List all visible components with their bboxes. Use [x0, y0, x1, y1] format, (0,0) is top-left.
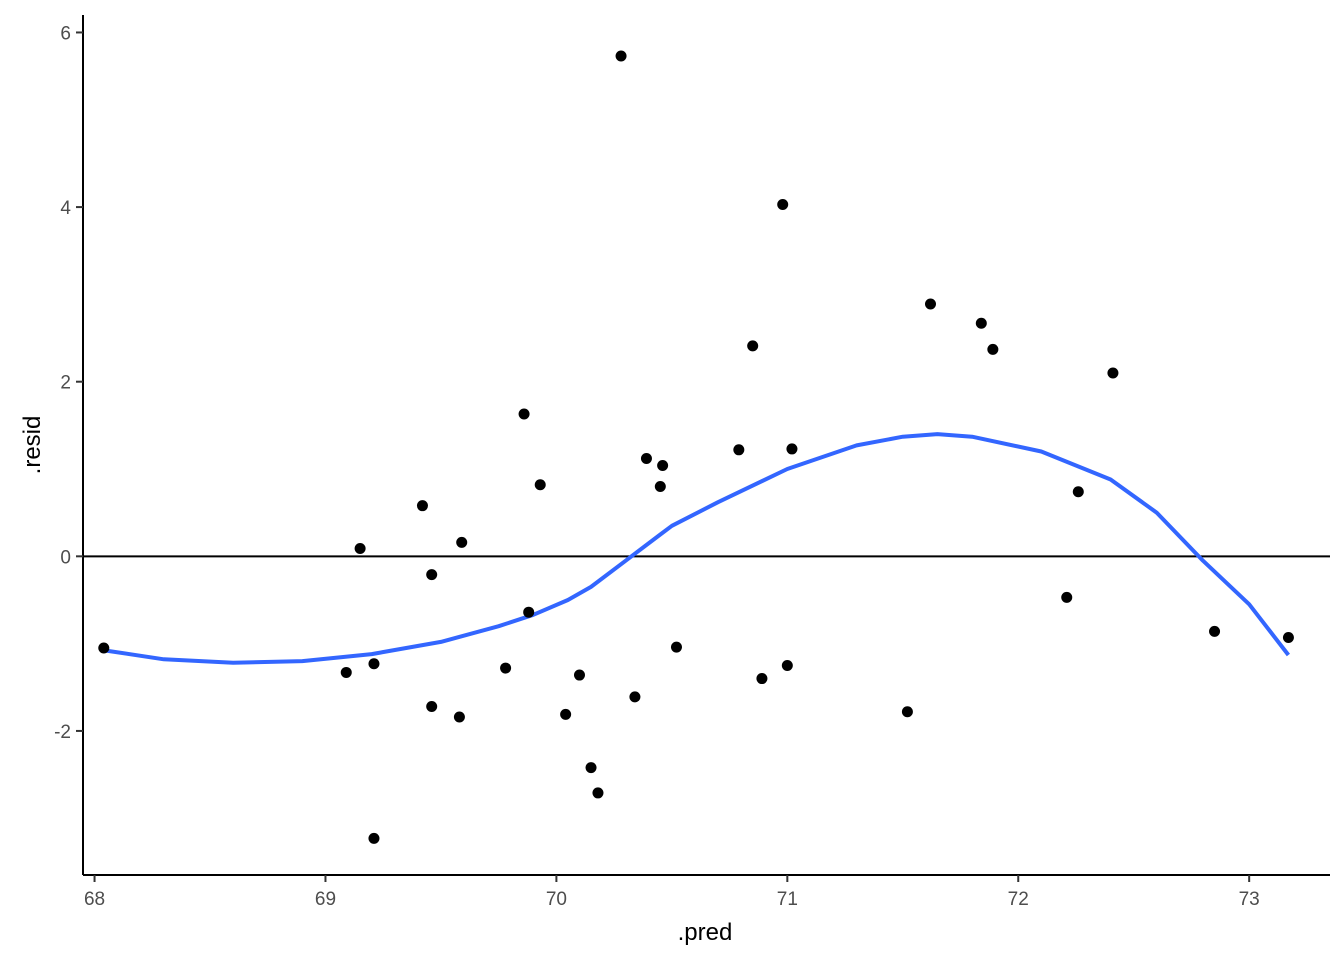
y-tick-label: 2	[60, 373, 71, 394]
axes-layer	[82, 15, 1330, 876]
data-point	[98, 642, 110, 654]
y-tick-label: 6	[60, 23, 71, 44]
data-point	[1209, 625, 1221, 637]
data-point	[416, 500, 428, 512]
data-point	[786, 443, 798, 455]
data-point	[368, 658, 380, 670]
data-point	[756, 673, 768, 685]
x-tick-label: 70	[546, 889, 567, 910]
x-tick-label: 68	[84, 889, 105, 910]
data-point	[733, 444, 745, 456]
data-point	[654, 480, 666, 492]
smooth-curve-layer	[105, 432, 1290, 665]
ticks-layer: 68 69 70 71 72 73 -2 0 2 4 6	[54, 23, 1260, 910]
x-tick-label: 72	[1008, 889, 1029, 910]
data-point	[368, 832, 380, 844]
data-point	[781, 659, 793, 671]
data-point	[534, 479, 546, 491]
data-point	[657, 460, 669, 472]
data-point	[456, 536, 468, 548]
x-tick-label: 71	[777, 889, 798, 910]
data-point	[924, 298, 936, 310]
data-point	[1061, 591, 1073, 603]
smooth-trend-line	[105, 432, 1290, 665]
data-point	[560, 708, 572, 720]
data-point	[640, 453, 652, 465]
data-point	[500, 662, 512, 674]
data-point	[340, 666, 352, 678]
data-point	[1282, 632, 1294, 644]
x-tick-label: 73	[1239, 889, 1260, 910]
y-tick-label: 4	[60, 198, 71, 219]
data-point	[629, 691, 641, 703]
data-point	[777, 198, 789, 210]
data-point	[426, 700, 438, 712]
data-point	[975, 317, 987, 329]
y-axis-title: .resid	[19, 416, 46, 475]
data-points-layer	[98, 50, 1294, 844]
data-point	[592, 787, 604, 799]
y-tick-label: 0	[60, 547, 71, 568]
x-axis-title: .pred	[678, 919, 733, 946]
x-tick-label: 69	[315, 889, 336, 910]
data-point	[1107, 367, 1119, 379]
data-point	[426, 569, 438, 581]
data-point	[1072, 486, 1084, 498]
data-point	[901, 706, 913, 718]
data-point	[747, 340, 759, 352]
data-point	[453, 711, 465, 723]
data-point	[523, 606, 535, 618]
data-point	[615, 50, 627, 62]
data-point	[585, 762, 597, 774]
data-point	[987, 343, 999, 355]
data-point	[518, 408, 530, 420]
data-point	[573, 669, 585, 681]
data-point	[354, 542, 366, 554]
y-tick-label: -2	[54, 722, 71, 743]
data-point	[670, 641, 682, 653]
